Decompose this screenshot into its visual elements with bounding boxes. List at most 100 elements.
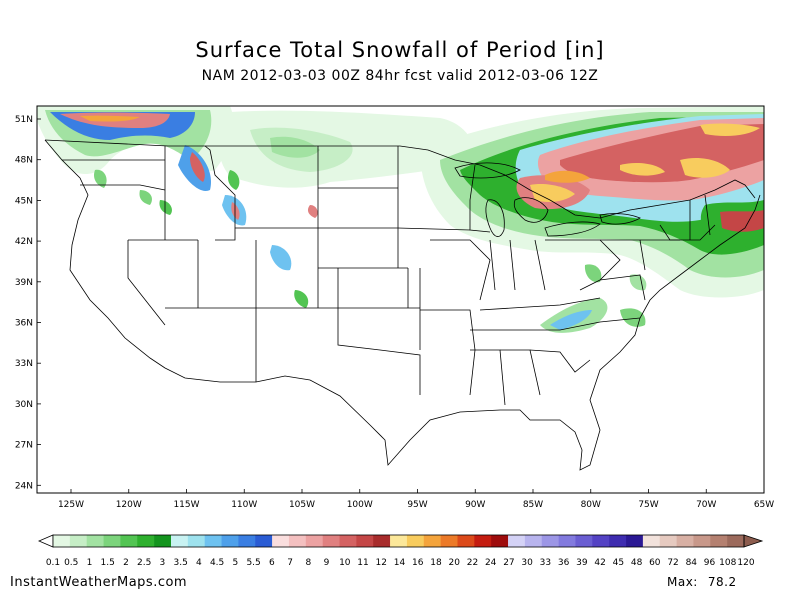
colorbar-label: 60 [649, 558, 661, 568]
colorbar-swatch [322, 535, 340, 547]
lat-tick-label: 33N [15, 359, 33, 369]
colorbar-label: 4 [196, 558, 202, 568]
colorbar-label: 0.1 [46, 558, 60, 568]
colorbar-swatch [170, 535, 189, 547]
colorbar-label: 8 [305, 558, 311, 568]
colorbar-swatch [255, 535, 273, 547]
colorbar-swatch [53, 535, 71, 547]
colorbar-legend: 0.1 0.5 1 1.5 2 2.5 3 3.5 4 4.5 5 5.5 6 7 8 9 10 11 12 14 16… [37, 534, 764, 568]
colorbar-swatch [626, 535, 644, 547]
colorbar-label: 16 [412, 558, 424, 568]
colorbar-label: 72 [667, 558, 678, 568]
lon-tick-label: 65W [754, 500, 774, 510]
colorbar-label: 22 [467, 558, 478, 568]
colorbar-label: 45 [613, 558, 624, 568]
colorbar-label: 4.5 [210, 558, 224, 568]
colorbar-swatch [137, 535, 155, 547]
lon-tick-label: 105W [289, 500, 315, 510]
colorbar-swatch [491, 535, 509, 547]
max-value: 78.2 [707, 575, 737, 589]
snowfall-shading [37, 106, 764, 333]
colorbar-swatch [676, 535, 694, 547]
lon-tick-label: 125W [58, 500, 84, 510]
colorbar-label: 1 [87, 558, 93, 568]
colorbar-swatch [86, 535, 104, 547]
site-credit: InstantWeatherMaps.com [10, 575, 188, 590]
colorbar-swatch [659, 535, 677, 547]
colorbar-swatch [339, 535, 357, 547]
longitude-axis: 125W 120W 115W 110W 105W 100W 95W 90W 85W 80W 75W 7… [58, 489, 774, 510]
colorbar-swatch [288, 535, 307, 547]
lat-tick-label: 36N [15, 319, 33, 329]
colorbar-frame [52, 534, 745, 548]
colorbar-swatch [406, 535, 425, 547]
colorbar-label: 3 [160, 558, 166, 568]
colorbar-label: 11 [357, 558, 368, 568]
colorbar-label: 18 [430, 558, 442, 568]
colorbar-swatch [272, 535, 290, 547]
colorbar-swatch [592, 535, 610, 547]
lat-tick-label: 27N [15, 441, 33, 451]
colorbar-label: 33 [540, 558, 551, 568]
colorbar-label: 120 [737, 558, 754, 568]
lat-tick-label: 51N [15, 115, 33, 125]
lon-tick-label: 95W [407, 500, 427, 510]
colorbar-label: 7 [287, 558, 293, 568]
lon-tick-label: 85W [523, 500, 543, 510]
map-boundaries [44, 139, 761, 471]
colorbar-swatch [457, 535, 475, 547]
colorbar-swatch [440, 535, 458, 547]
colorbar-label: 39 [576, 558, 588, 568]
lon-tick-label: 110W [231, 500, 257, 510]
colorbar-label: 2.5 [137, 558, 151, 568]
lon-tick-label: 70W [696, 500, 716, 510]
colorbar-swatch [154, 535, 172, 547]
colorbar-swatch [305, 535, 323, 547]
colorbar-label: 3.5 [173, 558, 187, 568]
colorbar-label: 48 [631, 558, 643, 568]
colorbar-label: 6 [269, 558, 275, 568]
lon-tick-label: 90W [465, 500, 485, 510]
colorbar-label: 1.5 [101, 558, 115, 568]
colorbar-label: 84 [686, 558, 698, 568]
colorbar-label: 12 [376, 558, 387, 568]
map-subtitle: NAM 2012-03-03 00Z 84hr fcst valid 2012-… [201, 68, 599, 84]
lon-tick-label: 75W [638, 500, 658, 510]
lat-tick-label: 48N [15, 156, 33, 166]
colorbar-label: 14 [394, 558, 406, 568]
colorbar-label: 36 [558, 558, 570, 568]
latitude-axis: 51N 48N 45N 42N 39N 36N 33N 30N 27N 24N [15, 115, 41, 491]
lat-tick-label: 24N [15, 481, 33, 491]
colorbar-swatch [187, 535, 205, 547]
lat-tick-label: 45N [15, 196, 33, 206]
colorbar-swatch [373, 535, 391, 547]
colorbar-swatch [642, 535, 661, 547]
colorbar-swatch [524, 535, 543, 547]
max-readout: Max: 78.2 [667, 575, 737, 589]
colorbar-low-arrow [37, 534, 54, 548]
colorbar-swatch [204, 535, 222, 547]
map-frame [36, 105, 765, 494]
colorbar-swatch [103, 535, 121, 547]
colorbar-label: 24 [485, 558, 497, 568]
max-label: Max: [667, 575, 698, 589]
lon-tick-label: 115W [173, 500, 199, 510]
colorbar-swatch [693, 535, 711, 547]
lon-tick-label: 100W [347, 500, 373, 510]
colorbar-label: 10 [339, 558, 351, 568]
lon-tick-label: 120W [116, 500, 142, 510]
colorbar-swatch [541, 535, 559, 547]
colorbar-swatch [727, 535, 745, 547]
lon-tick-label: 80W [581, 500, 601, 510]
lat-tick-label: 30N [15, 400, 33, 410]
colorbar-swatch [575, 535, 593, 547]
colorbar-swatch [558, 535, 576, 547]
map-title: Surface Total Snowfall of Period [in] [195, 38, 605, 62]
colorbar-swatch [238, 535, 256, 547]
colorbar-swatch [120, 535, 138, 547]
colorbar-label: 5.5 [246, 558, 260, 568]
colorbar-swatch [423, 535, 441, 547]
colorbar-label: 30 [521, 558, 533, 568]
colorbar-label: 108 [719, 558, 736, 568]
